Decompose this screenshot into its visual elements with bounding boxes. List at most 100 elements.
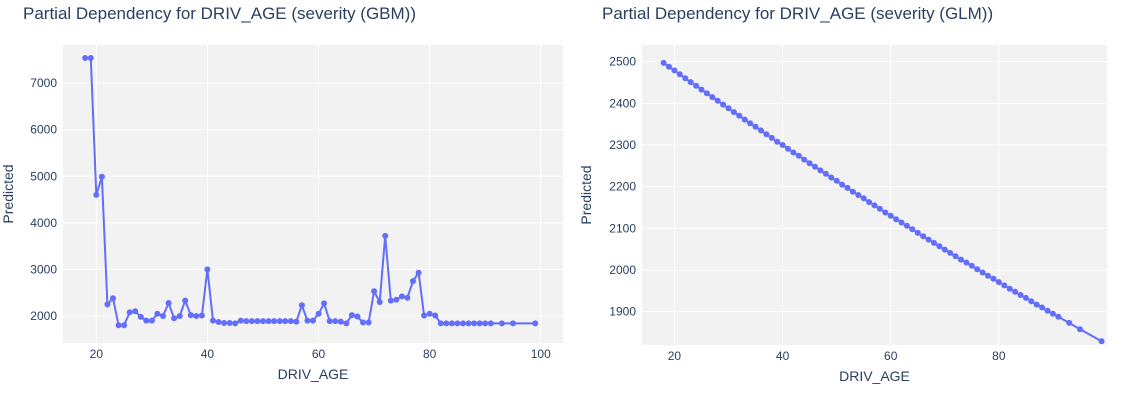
plot-background (63, 45, 563, 343)
data-point (1055, 313, 1062, 320)
data-point (226, 320, 233, 326)
data-point (121, 322, 128, 329)
chart-title: Partial Dependency for DRIV_AGE (severit… (23, 4, 417, 23)
data-point (1039, 304, 1046, 311)
data-point (104, 301, 111, 308)
data-point (426, 310, 433, 317)
data-point (398, 293, 405, 300)
data-point (682, 75, 689, 82)
data-point (1077, 326, 1083, 333)
data-point (437, 320, 444, 327)
x-tick-label: 40 (776, 349, 790, 363)
data-point (371, 288, 378, 295)
data-point (714, 97, 721, 104)
data-point (182, 297, 189, 304)
data-point (293, 318, 300, 325)
data-point (1022, 294, 1029, 301)
y-axis-title: Predicted (0, 164, 16, 223)
data-point (941, 246, 948, 253)
data-point (1033, 301, 1040, 308)
data-point (321, 300, 328, 307)
data-point (839, 181, 846, 188)
data-point (855, 192, 862, 198)
data-point (936, 243, 943, 250)
data-point (801, 156, 808, 163)
data-point (143, 317, 150, 324)
data-point (282, 318, 289, 325)
data-point (215, 319, 222, 325)
data-point (1012, 288, 1019, 295)
data-point (687, 79, 694, 86)
y-tick-label: 2400 (609, 96, 636, 110)
data-point (898, 219, 905, 226)
data-point (421, 312, 428, 319)
data-point (471, 320, 478, 327)
data-point (243, 318, 250, 325)
data-point (747, 120, 754, 127)
data-point (348, 312, 355, 319)
data-point (828, 174, 835, 181)
data-point (952, 253, 959, 260)
data-point (882, 209, 889, 216)
data-point (432, 312, 439, 319)
data-point (812, 163, 818, 170)
data-point (779, 142, 786, 148)
y-tick-label: 1900 (609, 305, 636, 319)
data-point (974, 266, 981, 273)
x-tick-label: 80 (992, 349, 1006, 363)
data-point (382, 232, 389, 239)
data-point (849, 188, 856, 195)
data-point (914, 229, 921, 236)
data-point (448, 320, 455, 327)
data-point (154, 310, 161, 317)
data-point (866, 199, 873, 206)
data-point (720, 101, 727, 108)
data-point (260, 318, 266, 325)
data-point (354, 313, 361, 320)
data-point (498, 320, 505, 327)
y-tick-label: 2000 (30, 309, 57, 323)
x-tick-label: 20 (668, 349, 682, 363)
data-point (165, 300, 172, 306)
data-point (343, 320, 350, 327)
data-point (660, 59, 667, 66)
data-point (995, 279, 1002, 286)
data-point (315, 310, 322, 317)
data-point (671, 67, 678, 74)
data-point (1001, 282, 1008, 289)
data-point (990, 275, 997, 282)
data-point (817, 167, 824, 174)
data-point (532, 320, 539, 327)
y-tick-label: 2100 (609, 221, 636, 235)
data-point (287, 318, 294, 325)
chart-title: Partial Dependency for DRIV_AGE (severit… (602, 4, 994, 23)
y-tick-label: 2000 (609, 263, 636, 277)
series-group (660, 59, 1105, 345)
x-tick-label: 60 (312, 347, 326, 361)
data-point (365, 319, 372, 326)
y-tick-label: 2300 (609, 138, 636, 152)
data-point (903, 222, 910, 229)
y-axis-title: Predicted (578, 165, 594, 224)
data-point (1017, 292, 1024, 298)
data-point (666, 63, 672, 70)
data-point (698, 86, 705, 93)
data-point (844, 184, 851, 191)
data-point (709, 94, 716, 101)
data-point (176, 313, 183, 319)
data-point (763, 131, 770, 138)
data-point (387, 297, 394, 304)
y-tick-label: 2500 (609, 55, 636, 69)
data-point (725, 105, 732, 112)
gbm-chart-panel: Partial Dependency for DRIV_AGE (severit… (0, 4, 563, 382)
y-tick-label: 2200 (609, 180, 636, 194)
data-point (465, 320, 472, 327)
data-point (137, 313, 144, 320)
data-point (310, 317, 316, 324)
data-point (204, 266, 211, 273)
data-point (947, 249, 954, 256)
data-point (774, 138, 781, 145)
data-point (693, 82, 700, 89)
y-tick-label: 6000 (30, 123, 57, 137)
data-point (1006, 285, 1013, 292)
